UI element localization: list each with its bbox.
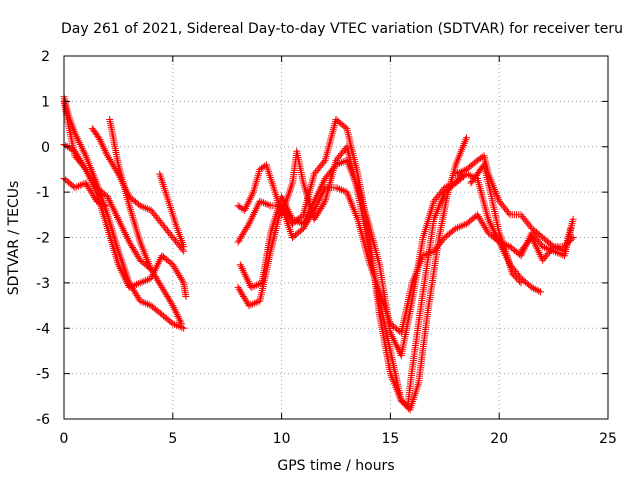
x-axis-title: GPS time / hours xyxy=(277,458,394,474)
x-tick-label: 25 xyxy=(599,431,617,447)
y-tick-label: 0 xyxy=(41,140,50,156)
y-tick-label: -2 xyxy=(36,231,50,247)
y-axis-title: SDTVAR / TECUs xyxy=(6,181,22,296)
grid xyxy=(64,56,608,419)
y-tick-label: 2 xyxy=(41,49,50,65)
x-tick-label: 10 xyxy=(273,431,291,447)
y-tick-label: -5 xyxy=(36,367,50,383)
series-markers xyxy=(467,161,525,287)
y-tick-label: -3 xyxy=(36,276,50,292)
x-tick-label: 5 xyxy=(168,431,177,447)
series-markers xyxy=(106,116,185,328)
x-tick-label: 15 xyxy=(381,431,399,447)
y-tick-label: 1 xyxy=(41,94,50,110)
x-tick-label: 20 xyxy=(490,431,508,447)
x-tick-label: 0 xyxy=(60,431,69,447)
series-trace-7 xyxy=(156,170,188,251)
y-tick-label: -6 xyxy=(36,412,50,428)
series-markers xyxy=(236,156,575,359)
series-trace-9 xyxy=(234,116,471,414)
data-points xyxy=(60,93,577,414)
series-trace-6 xyxy=(106,116,185,328)
series-trace-13 xyxy=(467,161,525,287)
series-markers xyxy=(234,116,471,414)
series-markers xyxy=(517,234,577,264)
series-markers xyxy=(156,170,188,251)
series-trace-14 xyxy=(517,234,577,264)
chart-title: Day 261 of 2021, Sidereal Day-to-day VTE… xyxy=(61,21,623,37)
series-trace-11 xyxy=(236,156,575,359)
y-tick-label: -1 xyxy=(36,185,50,201)
y-tick-label: -4 xyxy=(36,321,50,337)
